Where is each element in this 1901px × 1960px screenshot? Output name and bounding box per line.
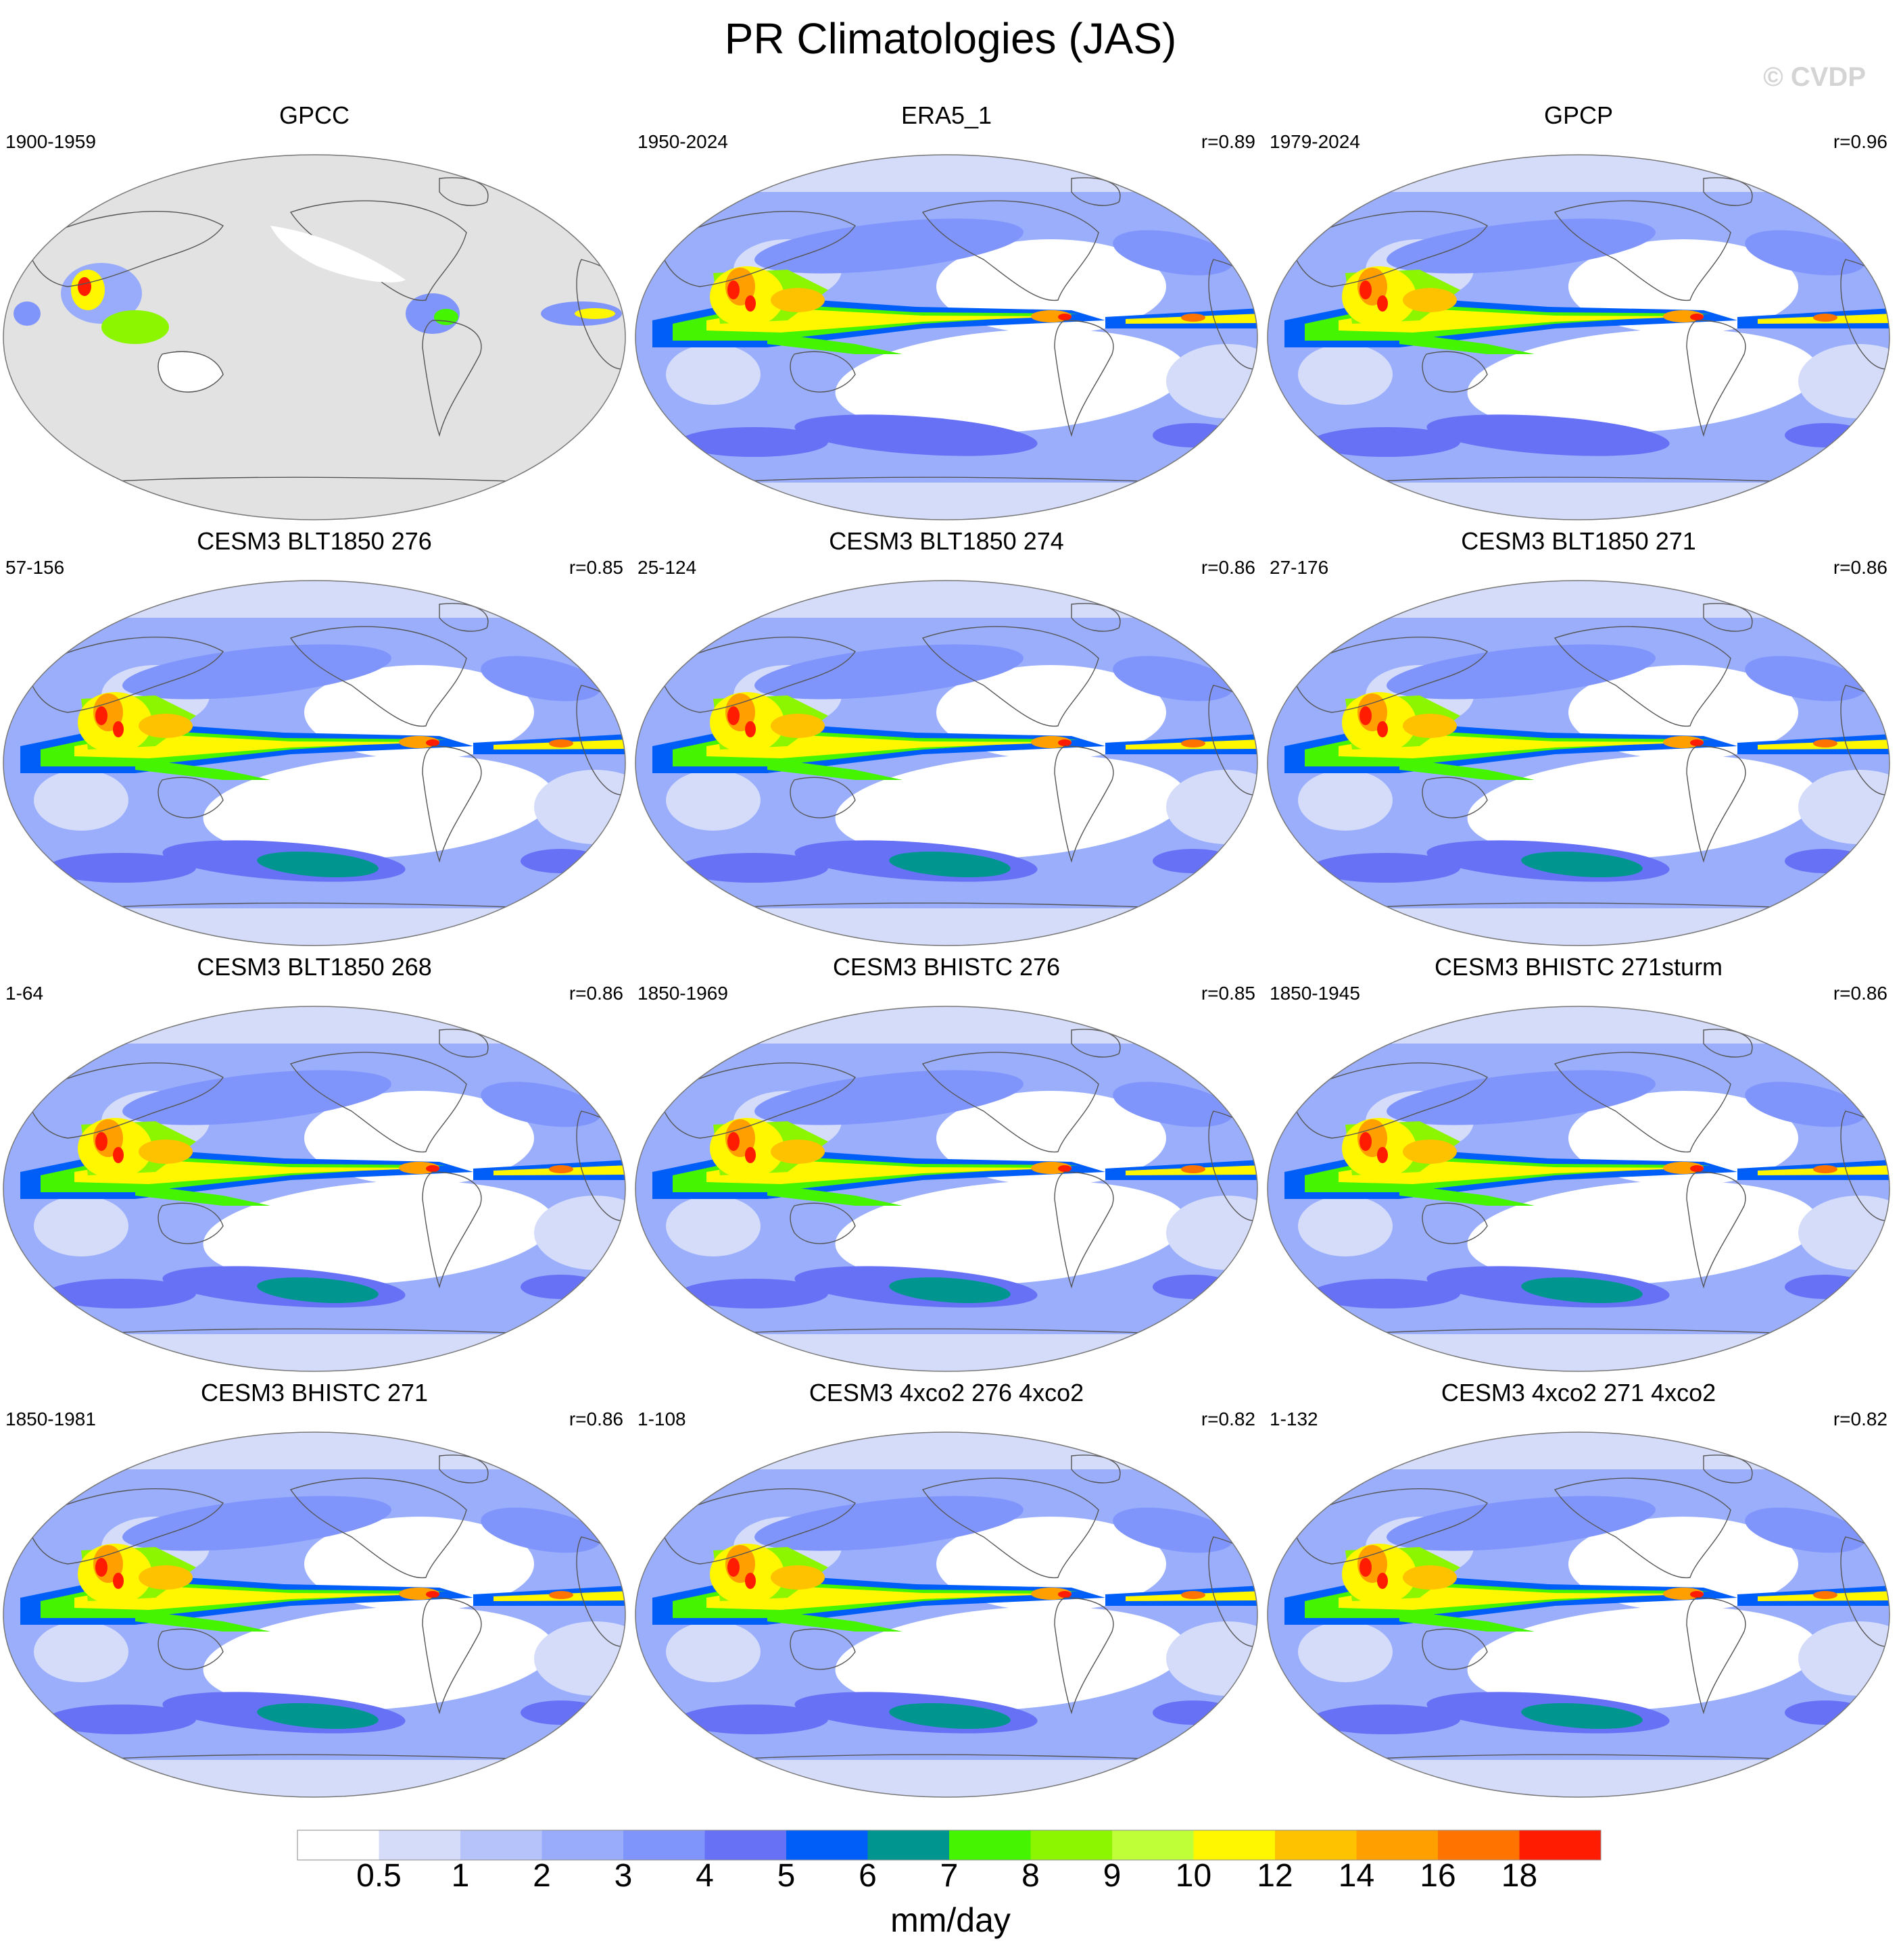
colorbar-tick-label: 7 [940,1858,959,1894]
panel-correlation: r=0.82 [1833,1408,1887,1429]
panel-period: 1850-1969 [637,983,728,1004]
panel-period: 1900-1959 [5,131,96,152]
colorbar-tick-label: 3 [614,1858,633,1894]
precip-map [3,1006,626,1372]
precip-map [3,1431,626,1798]
colorbar-swatch [1356,1830,1438,1860]
colorbar-swatch [704,1830,786,1860]
precip-map [635,1431,1258,1798]
map-panel: CESM3 BHISTC 276 1850-1969 r=0.85 [632,953,1261,1372]
map-panel: ERA5_1 1950-2024 r=0.89 [632,101,1261,520]
colorbar-swatch [623,1830,705,1860]
colorbar-tick-label: 9 [1103,1858,1122,1894]
colorbar-tick-label: 18 [1501,1858,1538,1894]
precip-map [635,154,1258,520]
panel-title: CESM3 BHISTC 271 [200,1379,429,1406]
panel-correlation: r=0.86 [569,1408,623,1429]
map-panel: GPCP 1979-2024 r=0.96 [1264,101,1893,520]
map-panel: CESM3 BLT1850 276 57-156 r=0.85 [0,527,629,946]
colorbar-swatch [460,1830,542,1860]
panel-period: 1-108 [637,1408,686,1429]
panel-period: 1950-2024 [637,131,728,152]
map-panel: CESM3 4xco2 276 4xco2 1-108 r=0.82 [632,1379,1261,1798]
precip-map [3,154,626,520]
panel-title: CESM3 BLT1850 276 [197,527,432,555]
panel-correlation: r=0.96 [1833,131,1887,152]
colorbar-tick-label: 16 [1420,1858,1456,1894]
colorbar-swatch [297,1830,379,1860]
panel-correlation: r=0.86 [1833,983,1887,1004]
panel-correlation: r=0.86 [569,983,623,1004]
panel-title: CESM3 4xco2 276 4xco2 [809,1379,1084,1406]
figure-title: PR Climatologies (JAS) [724,14,1177,63]
panel-period: 1850-1945 [1270,983,1360,1004]
colorbar-tick-label: 10 [1175,1858,1212,1894]
map-panel: CESM3 BLT1850 271 27-176 r=0.86 [1264,527,1893,946]
panel-period: 1-132 [1270,1408,1318,1429]
map-panel: CESM3 BLT1850 274 25-124 r=0.86 [632,527,1261,946]
colorbar-tick-label: 6 [859,1858,877,1894]
panel-title: CESM3 BLT1850 268 [197,953,432,981]
precip-map [635,580,1258,946]
panel-period: 57-156 [5,557,65,578]
colorbar-swatch [1519,1830,1601,1860]
precip-map [1267,154,1890,520]
colorbar-swatch [1193,1830,1275,1860]
colorbar-tick-label: 14 [1338,1858,1375,1894]
cvdp-watermark: © CVDP [1763,62,1866,92]
precip-map [1267,1431,1890,1798]
panel-title: CESM3 BHISTC 276 [832,953,1061,981]
panel-period: 1979-2024 [1270,131,1360,152]
panel-correlation: r=0.89 [1201,131,1255,152]
colorbar-tick-label: 12 [1257,1858,1293,1894]
panel-title: GPCP [1543,101,1614,129]
map-panel: CESM3 BHISTC 271sturm 1850-1945 r=0.86 [1264,953,1893,1372]
colorbar-swatch [1275,1830,1357,1860]
panel-period: 25-124 [637,557,697,578]
panel-title: CESM3 BLT1850 274 [829,527,1064,555]
colorbar-tick-label: 2 [533,1858,551,1894]
precip-map [635,1006,1258,1372]
colorbar-swatch [542,1830,623,1860]
panel-correlation: r=0.86 [1833,557,1887,578]
panel-title: GPCC [279,101,350,129]
colorbar-tick-label: 0.5 [356,1858,402,1894]
colorbar-swatch [949,1830,1031,1860]
colorbar-swatch [867,1830,949,1860]
map-panel: CESM3 4xco2 271 4xco2 1-132 r=0.82 [1264,1379,1893,1798]
map-panel: CESM3 BLT1850 268 1-64 r=0.86 [0,953,629,1372]
colorbar-swatch [379,1830,460,1860]
precip-map [3,580,626,946]
panel-title: CESM3 BLT1850 271 [1461,527,1696,555]
colorbar-swatch [1438,1830,1520,1860]
panel-correlation: r=0.85 [569,557,623,578]
map-panel: CESM3 BHISTC 271 1850-1981 r=0.86 [0,1379,629,1798]
panel-correlation: r=0.85 [1201,983,1255,1004]
map-panel: GPCC 1900-1959 [0,101,629,520]
colorbar-tick-label: 4 [696,1858,714,1894]
colorbar-swatch [1112,1830,1194,1860]
precip-map [1267,1006,1890,1372]
panel-correlation: r=0.82 [1201,1408,1255,1429]
panel-period: 27-176 [1270,557,1329,578]
colorbar-swatch [1030,1830,1112,1860]
panel-title: CESM3 BHISTC 271sturm [1434,953,1723,981]
panel-title: CESM3 4xco2 271 4xco2 [1441,1379,1716,1406]
colorbar-tick-label: 8 [1021,1858,1040,1894]
colorbar-unit: mm/day [890,1901,1011,1939]
panel-period: 1-64 [5,983,44,1004]
colorbar-tick-label: 5 [777,1858,796,1894]
colorbar-tick-label: 1 [451,1858,470,1894]
colorbar-swatch [786,1830,868,1860]
panel-period: 1850-1981 [5,1408,96,1429]
precip-map [1267,580,1890,946]
panel-correlation: r=0.86 [1201,557,1255,578]
panel-title: ERA5_1 [900,101,992,129]
